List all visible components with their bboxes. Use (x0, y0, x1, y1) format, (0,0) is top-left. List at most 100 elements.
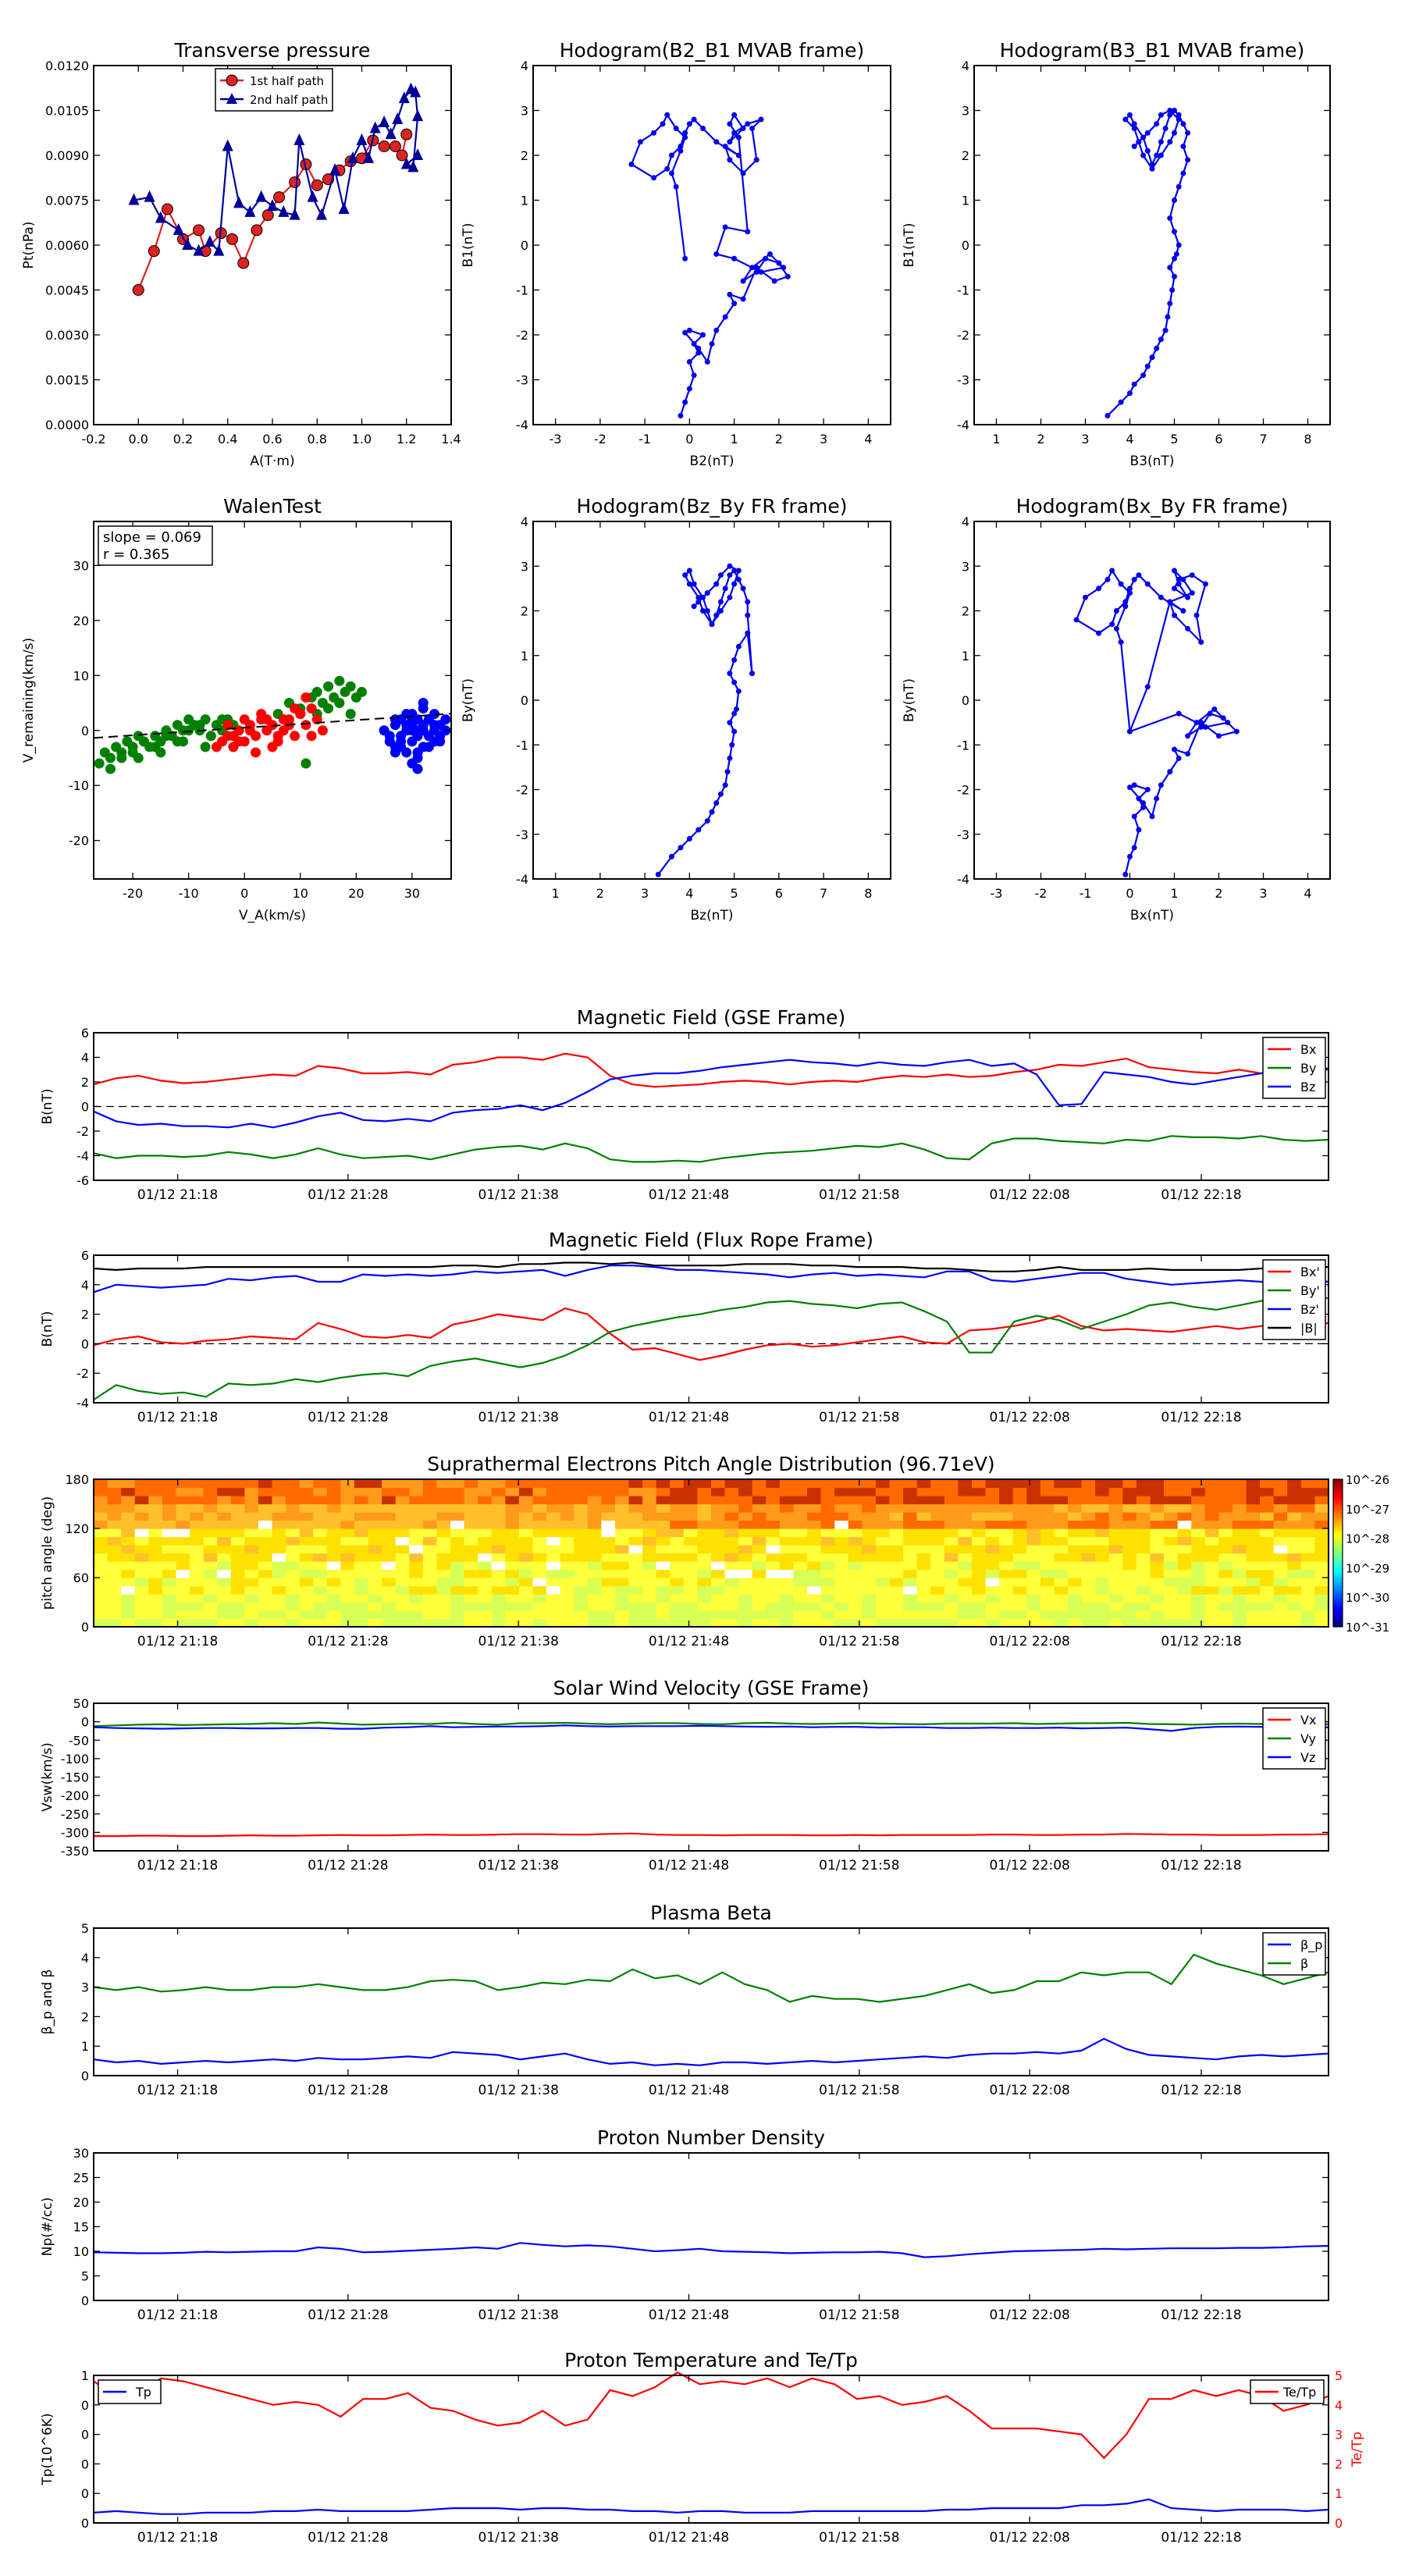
data-marker (1158, 112, 1164, 118)
heatmap-cell (203, 1594, 218, 1603)
heatmap-cell (532, 1503, 547, 1513)
heatmap-cell (560, 1553, 574, 1562)
heatmap-cell (518, 1594, 534, 1603)
heatmap-cell (546, 1545, 561, 1554)
heatmap-cell (478, 1553, 493, 1562)
heatmap-cell (1108, 1487, 1123, 1496)
heatmap-cell (779, 1618, 795, 1628)
heatmap-cell (368, 1610, 382, 1620)
heatmap-cell (134, 1610, 149, 1620)
data-marker (695, 350, 702, 356)
heatmap-cell (217, 1561, 232, 1571)
heatmap-cell (162, 1553, 177, 1562)
heatmap-cell (642, 1618, 657, 1628)
heatmap-cell (958, 1520, 973, 1529)
heatmap-cell (971, 1594, 987, 1603)
heatmap-cell (546, 1578, 561, 1587)
heatmap-cell (587, 1594, 602, 1603)
heatmap-cell (94, 1553, 108, 1562)
heatmap-cell (1095, 1610, 1110, 1620)
data-marker (735, 152, 742, 158)
heatmap-cell (1040, 1520, 1055, 1529)
heatmap-cell (313, 1479, 328, 1489)
heatmap-cell (1246, 1561, 1261, 1571)
heatmap-cell (436, 1553, 451, 1562)
heatmap-cell (478, 1594, 493, 1603)
heatmap-cell (299, 1528, 314, 1538)
data-marker (727, 720, 733, 726)
heatmap-cell (1122, 1553, 1137, 1562)
heatmap-cell (862, 1503, 877, 1513)
heatmap-cell (436, 1585, 451, 1595)
heatmap-cell (148, 1512, 163, 1521)
plot-frame (93, 1927, 1329, 2076)
heatmap-cell (738, 1503, 753, 1513)
heatmap-cell (614, 1520, 630, 1529)
heatmap-cell (217, 1545, 232, 1554)
y-axis-label: Vsw(km/s) (40, 1742, 55, 1812)
heatmap-cell (971, 1487, 987, 1496)
heatmap-cell (1095, 1496, 1110, 1505)
series-line (93, 2037, 1329, 2066)
heatmap-cell (793, 1585, 808, 1595)
data-marker (1127, 590, 1133, 596)
heatmap-cell (340, 1528, 355, 1538)
heatmap-cell (628, 1578, 643, 1587)
heatmap-cell (683, 1569, 699, 1578)
data-marker (356, 133, 368, 145)
heatmap-cell (395, 1610, 410, 1620)
heatmap-cell (422, 1487, 438, 1496)
heatmap-cell (738, 1578, 753, 1587)
x-tick-label: 01/12 22:08 (989, 1858, 1069, 1873)
scatter-point (440, 714, 451, 725)
y-tick-label: 0 (521, 693, 528, 708)
chart-title: Suprathermal Electrons Pitch Angle Distr… (427, 1453, 994, 1475)
heatmap-cell (889, 1496, 904, 1505)
heatmap-cell (724, 1479, 739, 1489)
heatmap-cell (1232, 1503, 1247, 1513)
heatmap-cell (862, 1536, 877, 1546)
x-tick-label: -10 (179, 886, 199, 901)
heatmap-cell (628, 1512, 643, 1521)
heatmap-cell (162, 1618, 177, 1628)
y-tick-label: 3 (521, 104, 528, 119)
y-tick-label: 0.0045 (45, 283, 89, 298)
heatmap-cell (614, 1610, 630, 1620)
data-marker (1165, 314, 1171, 320)
heatmap-cell (1191, 1536, 1206, 1546)
data-marker (1127, 112, 1133, 118)
heatmap-cell (518, 1479, 534, 1489)
heatmap-cell (546, 1618, 561, 1628)
heatmap-cell (587, 1487, 602, 1496)
heatmap-cell (752, 1520, 767, 1529)
heatmap-cell (1314, 1536, 1329, 1546)
scatter-point (317, 725, 328, 736)
heatmap-cell (697, 1553, 712, 1562)
data-marker (1162, 126, 1168, 131)
data-marker (784, 273, 791, 279)
heatmap-cell (244, 1602, 259, 1611)
heatmap-cell (1204, 1496, 1219, 1505)
y-tick-label: -4 (957, 418, 969, 432)
heatmap-cell (244, 1594, 259, 1603)
heatmap-cell (807, 1503, 822, 1513)
heatmap-cell (1095, 1545, 1110, 1554)
heatmap-cell (724, 1610, 739, 1620)
heatmap-cell (1273, 1553, 1288, 1562)
heatmap-cell (889, 1487, 904, 1496)
heatmap-cell (134, 1487, 149, 1496)
heatmap-cell (793, 1602, 808, 1611)
heatmap-cell (1191, 1602, 1206, 1611)
y-tick-label: 0 (81, 2516, 89, 2531)
heatmap-cell (286, 1512, 301, 1521)
y-tick-label: -1 (516, 738, 528, 753)
heatmap-cell (752, 1496, 767, 1505)
x-tick-label: -3 (550, 432, 562, 447)
heatmap-cell (354, 1594, 369, 1603)
heatmap-cell (134, 1618, 149, 1628)
heatmap-cell (1164, 1528, 1179, 1538)
heatmap-cell (889, 1520, 904, 1529)
y-tick-label: 4 (521, 59, 528, 73)
y-axis-label: B(nT) (40, 1088, 55, 1124)
